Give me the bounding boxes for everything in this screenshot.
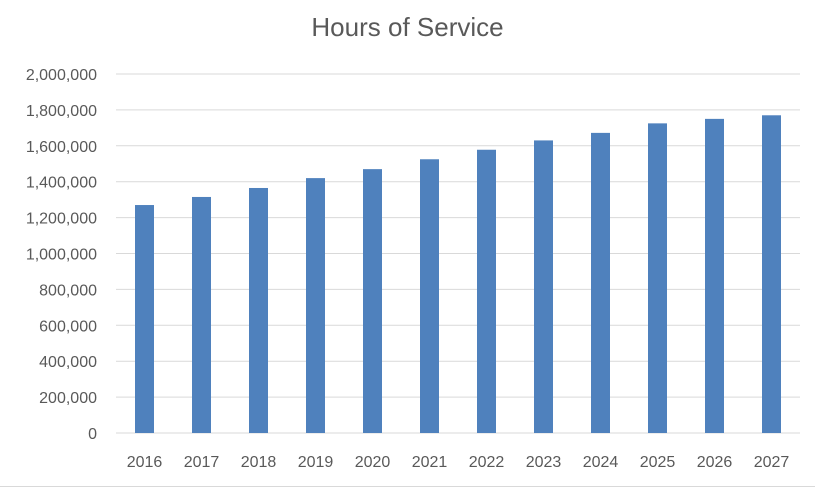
y-tick-label: 0 bbox=[88, 426, 97, 443]
bar-2018 bbox=[249, 187, 268, 433]
bar-2016 bbox=[135, 205, 154, 433]
bar-2020 bbox=[363, 169, 382, 433]
chart-title: Hours of Service bbox=[311, 12, 504, 42]
y-tick-label: 800,000 bbox=[39, 282, 97, 299]
x-tick-label: 2023 bbox=[526, 454, 562, 471]
y-tick-label: 400,000 bbox=[39, 354, 97, 371]
x-tick-label: 2022 bbox=[469, 454, 505, 471]
x-tick-label: 2020 bbox=[355, 454, 391, 471]
y-tick-label: 2,000,000 bbox=[26, 67, 97, 84]
y-tick-label: 600,000 bbox=[39, 318, 97, 335]
y-tick-label: 200,000 bbox=[39, 390, 97, 407]
y-tick-label: 1,000,000 bbox=[26, 247, 97, 264]
x-tick-label: 2021 bbox=[412, 454, 448, 471]
bar-2024 bbox=[591, 132, 610, 433]
bar-2022 bbox=[477, 149, 496, 433]
y-tick-label: 1,200,000 bbox=[26, 211, 97, 228]
bar-2019 bbox=[306, 178, 325, 433]
x-axis-ticks: 2016 2017 2018 2019 2020 2021 2022 2023 2024 2025… bbox=[127, 454, 790, 471]
y-tick-label: 1,600,000 bbox=[26, 139, 97, 156]
y-tick-label: 1,800,000 bbox=[26, 103, 97, 120]
bars bbox=[135, 115, 781, 434]
x-tick-label: 2019 bbox=[298, 454, 334, 471]
x-tick-label: 2026 bbox=[697, 454, 733, 471]
bottom-border bbox=[0, 486, 815, 487]
bar-2023 bbox=[534, 140, 553, 434]
x-tick-label: 2025 bbox=[640, 454, 676, 471]
bar-2027 bbox=[762, 115, 781, 433]
x-tick-label: 2018 bbox=[241, 454, 277, 471]
x-tick-label: 2016 bbox=[127, 454, 163, 471]
bar-2021 bbox=[420, 159, 439, 433]
bar-2026 bbox=[705, 118, 724, 433]
x-tick-label: 2017 bbox=[184, 454, 220, 471]
x-tick-label: 2027 bbox=[754, 454, 790, 471]
bar-2017 bbox=[192, 196, 211, 433]
y-axis-ticks: 0 200,000 400,000 600,000 800,000 1,000,000 1,… bbox=[26, 67, 97, 443]
bar-2025 bbox=[648, 123, 667, 434]
y-tick-label: 1,400,000 bbox=[26, 175, 97, 192]
gridlines bbox=[116, 73, 800, 434]
x-tick-label: 2024 bbox=[583, 454, 619, 471]
